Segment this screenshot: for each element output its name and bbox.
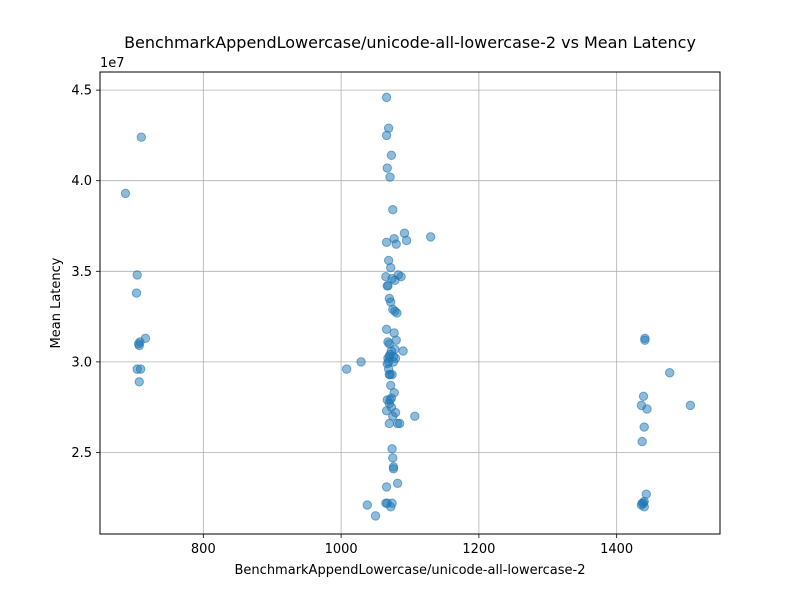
data-point [386,150,397,161]
x-tick-label: 1000 [325,542,358,557]
data-point [387,369,397,380]
data-point [665,368,675,378]
data-point [131,288,142,298]
data-point [381,482,392,492]
y-tick-label: 3.5 [71,265,92,280]
data-point [425,232,436,242]
data-point [394,418,405,429]
y-tick-label: 4.5 [71,84,92,99]
x-axis-label: BenchmarkAppendLowercase/unicode-all-low… [235,563,586,578]
data-point [392,308,402,318]
data-point [356,357,366,367]
data-point [410,411,420,421]
data-point [383,123,394,133]
y-tick-label: 4.0 [71,174,92,189]
data-point [388,464,399,474]
data-point [637,436,647,447]
data-point [642,404,652,414]
data-point [135,364,146,374]
data-point [362,500,372,510]
y-tick-label: 2.5 [71,446,92,461]
y-axis-label: Mean Latency [49,257,64,348]
data-point [120,188,131,199]
data-points [120,92,696,521]
data-point [132,270,142,280]
data-point [140,333,151,344]
data-point [381,272,391,282]
data-point [136,132,147,142]
data-point [134,340,144,351]
data-point [381,324,392,334]
data-point [636,500,647,510]
x-tick-label: 800 [191,542,216,557]
data-point [384,398,395,409]
y-axis-offset-text: 1e7 [100,56,125,71]
grid-lines [100,72,720,534]
data-point [393,270,403,280]
x-axis-ticks: 800 1000 1200 1400 [191,534,633,557]
data-point [134,377,144,387]
data-point [387,444,397,454]
data-point [638,391,649,402]
data-point [387,498,397,508]
data-point [391,239,401,249]
data-point [392,478,403,488]
chart-title: BenchmarkAppendLowercase/unicode-all-low… [124,33,696,52]
data-point [388,453,398,463]
x-tick-label: 1400 [600,542,633,557]
data-point [341,364,352,374]
data-point [401,235,412,246]
data-point [388,204,398,215]
y-axis-ticks: 2.5 3.0 3.5 4.0 4.5 [71,84,100,461]
data-point [381,237,392,248]
data-point [382,163,392,173]
x-tick-label: 1200 [462,542,495,557]
data-point [370,511,381,521]
data-point [385,172,395,182]
data-point [388,357,399,367]
data-point [383,281,393,291]
data-point [640,335,650,345]
plot-area-frame [99,71,721,535]
data-point [639,422,649,432]
data-point [386,262,396,273]
data-point [389,387,399,398]
data-point [685,400,696,411]
data-point [388,411,398,421]
data-point [381,92,392,103]
y-tick-label: 3.0 [71,355,92,370]
data-point [398,346,408,356]
